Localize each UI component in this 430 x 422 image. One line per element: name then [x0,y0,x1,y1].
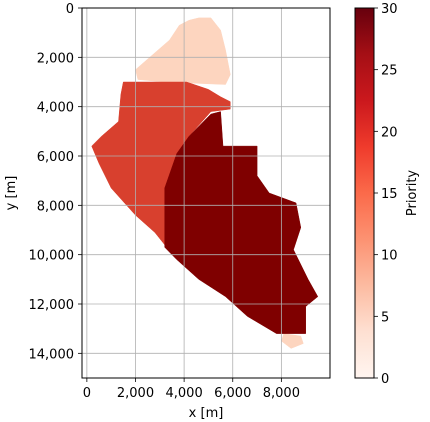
priority-regions [91,17,319,349]
x-tick-label: 6,000 [214,386,251,401]
y-tick-label: 2,000 [37,51,74,66]
x-tick-label: 4,000 [166,386,203,401]
y-tick-label: 4,000 [37,101,74,116]
x-tick-label: 0 [83,386,91,401]
y-axis-label: y [m] [4,176,19,211]
x-axis-label: x [m] [189,406,224,421]
x-axis: 0 2,000 4,000 6,000 8,000 [83,378,300,401]
y-tick-label: 14,000 [29,347,75,362]
colorbar-gradient [354,7,375,379]
colorbar-ticks: 0 5 10 15 20 25 30 [374,2,398,387]
colorbar-tick-label: 15 [381,187,398,202]
priority-region-1-0 [135,17,231,85]
y-tick-label: 6,000 [37,150,74,165]
colorbar-tick-label: 25 [381,64,398,79]
y-tick-label: 0 [66,2,74,17]
y-tick-label: 10,000 [29,249,75,264]
x-tick-label: 8,000 [263,386,300,401]
x-tick-label: 2,000 [117,386,154,401]
priority-region-1-1 [281,333,304,349]
colorbar-tick-label: 5 [381,310,389,325]
colorbar-tick-label: 10 [381,249,398,264]
plot-frame [81,7,331,379]
colorbar-tick-label: 30 [381,2,398,17]
colorbar-tick-label: 20 [381,125,398,140]
y-tick-label: 8,000 [37,199,74,214]
y-tick-label: 12,000 [29,298,75,313]
colorbar-tick-label: 0 [381,372,389,387]
colorbar-label: Priority [405,170,420,217]
plot-area [81,7,331,379]
y-axis: 0 2,000 4,000 6,000 8,000 10,000 12,000 14,000 [29,2,82,362]
colorbar: 0 5 10 15 20 25 30 Priority [354,2,420,387]
priority-region-30-3 [164,111,319,334]
